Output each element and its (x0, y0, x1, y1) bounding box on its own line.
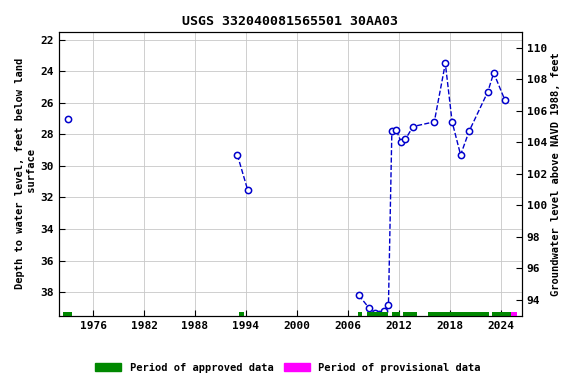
Title: USGS 332040081565501 30AA03: USGS 332040081565501 30AA03 (183, 15, 399, 28)
Bar (63, 312, 72, 316)
Legend: Period of approved data, Period of provisional data: Period of approved data, Period of provi… (91, 359, 485, 377)
Bar (358, 312, 362, 316)
Bar (239, 312, 244, 316)
Bar (403, 312, 418, 316)
Y-axis label: Depth to water level, feet below land
 surface: Depth to water level, feet below land su… (15, 58, 37, 290)
Bar (367, 312, 388, 316)
Y-axis label: Groundwater level above NAVD 1988, feet: Groundwater level above NAVD 1988, feet (551, 52, 561, 296)
Bar (429, 312, 490, 316)
Bar (392, 312, 400, 316)
Bar (511, 312, 517, 316)
Bar (492, 312, 511, 316)
